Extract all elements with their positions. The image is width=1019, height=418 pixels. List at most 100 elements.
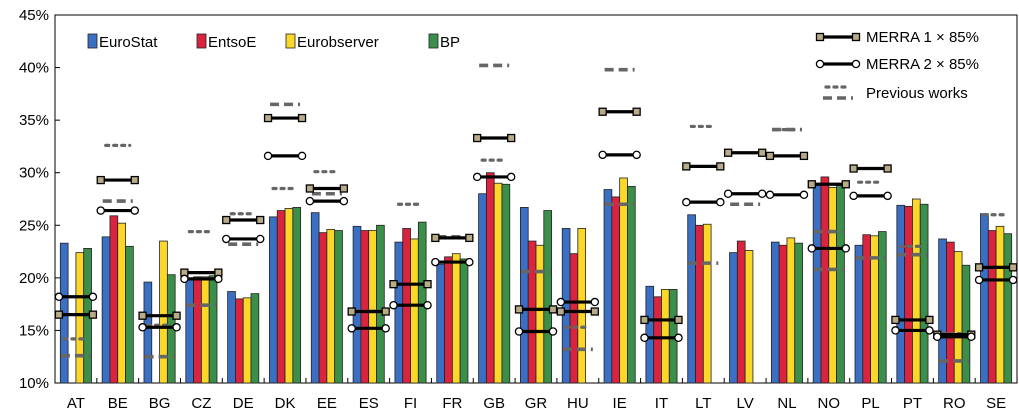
merra2-circle-marker <box>54 292 64 302</box>
bar-eurobserver <box>284 208 294 384</box>
merra2-circle-marker <box>974 275 984 285</box>
x-category-label: CZ <box>191 395 211 412</box>
merra2-circle-marker <box>263 151 273 161</box>
merra2-circle-marker <box>347 324 356 333</box>
bar-eurostat <box>980 213 989 384</box>
merra1-square-marker <box>765 151 775 161</box>
bar-bp <box>878 231 887 384</box>
bar-entsoe <box>695 224 704 384</box>
legend-merra1-square-marker <box>851 32 861 42</box>
bar-entsoe <box>569 253 579 384</box>
x-category-label: NO <box>818 395 841 412</box>
bar-entsoe <box>904 205 913 384</box>
bar-eurostat <box>185 277 194 384</box>
bar-eurobserver <box>242 297 252 384</box>
bar-bp <box>543 210 552 384</box>
bar-bp <box>334 230 343 384</box>
merra2-circle-marker <box>88 292 98 302</box>
merra1-square-marker <box>256 215 265 225</box>
merra2-circle-marker <box>933 332 942 341</box>
merra1-square-marker <box>507 133 516 143</box>
x-category-label: GR <box>525 395 548 412</box>
x-category-label: AT <box>67 395 85 412</box>
bar-eurobserver <box>451 253 461 384</box>
y-tick-label: 35% <box>19 112 49 129</box>
bar-bp <box>459 258 469 384</box>
merra1-square-marker <box>891 315 900 325</box>
merra1-square-marker <box>807 180 816 189</box>
bar-eurobserver <box>995 225 1005 384</box>
x-category-label: BG <box>149 395 171 412</box>
merra1-square-marker <box>305 184 315 193</box>
merra1-square-marker <box>841 180 850 189</box>
merra2-circle-marker <box>891 326 900 335</box>
merra1-square-marker <box>1008 263 1018 272</box>
y-tick-label: 10% <box>19 375 49 392</box>
merra1-square-marker <box>925 315 934 325</box>
merra2-circle-marker <box>849 191 858 201</box>
x-category-label: DK <box>275 395 296 412</box>
bar-bp <box>125 245 134 384</box>
merra1-square-marker <box>883 164 892 173</box>
merra1-square-marker <box>172 311 181 320</box>
bar-bp <box>961 264 971 384</box>
bar-eurobserver <box>75 252 85 384</box>
bar-eurobserver <box>828 187 837 384</box>
bar-eurobserver <box>368 230 377 384</box>
merra2-circle-marker <box>723 189 733 198</box>
bar-entsoe <box>611 196 621 384</box>
merra2-circle-marker <box>548 327 558 336</box>
merra1-square-marker <box>590 307 599 316</box>
bar-bp <box>836 182 845 384</box>
merra1-square-marker <box>297 113 307 123</box>
merra1-square-marker <box>130 175 139 185</box>
x-category-label: EE <box>317 395 337 412</box>
x-category-label: GB <box>483 395 505 412</box>
merra2-circle-marker <box>841 244 851 253</box>
merra1-square-marker <box>640 315 649 325</box>
merra2-circle-marker <box>682 197 691 207</box>
legend-label-entsoe: EntsoE <box>208 34 256 51</box>
bar-entsoe <box>527 240 537 384</box>
bar-eurostat <box>394 241 404 384</box>
x-category-label: ES <box>359 395 379 412</box>
bar-eurobserver <box>117 222 126 384</box>
legend-label-eurostat: EuroStat <box>99 34 158 51</box>
bar-entsoe <box>318 232 328 384</box>
bar-eurostat <box>478 193 487 384</box>
merra1-square-marker <box>88 310 98 319</box>
bar-eurostat <box>310 212 320 384</box>
merra1-square-marker <box>974 263 984 272</box>
merra1-square-marker <box>682 162 691 171</box>
merra2-circle-marker <box>967 332 976 341</box>
bar-eurostat <box>352 225 362 384</box>
legend-swatch-entsoe <box>196 33 207 49</box>
merra1-square-marker <box>473 133 482 143</box>
merra1-square-marker <box>674 315 683 325</box>
x-category-label: PT <box>903 395 922 412</box>
bar-bp <box>794 242 803 384</box>
merra2-circle-marker <box>130 206 139 215</box>
merra2-circle-marker <box>506 172 516 182</box>
bar-entsoe <box>820 176 830 384</box>
merra1-square-marker <box>381 307 390 316</box>
bar-eurobserver <box>953 251 963 384</box>
merra2-circle-marker <box>757 189 767 198</box>
merra2-circle-marker <box>556 297 566 307</box>
bar-eurostat <box>101 236 111 384</box>
bar-bp <box>208 275 218 384</box>
bar-eurostat <box>603 189 613 384</box>
merra1-square-marker <box>757 148 767 157</box>
y-tick-label: 30% <box>19 165 49 182</box>
merra1-square-marker <box>716 162 725 171</box>
merra1-square-marker <box>339 184 349 193</box>
merra2-circle-marker <box>221 234 231 244</box>
merra1-square-marker <box>465 233 474 243</box>
merra2-circle-marker <box>883 191 892 201</box>
bar-eurobserver <box>200 276 210 384</box>
merra2-circle-marker <box>465 257 474 267</box>
bar-entsoe <box>987 230 997 384</box>
bar-eurostat <box>561 228 571 384</box>
merra2-circle-marker <box>297 151 307 161</box>
